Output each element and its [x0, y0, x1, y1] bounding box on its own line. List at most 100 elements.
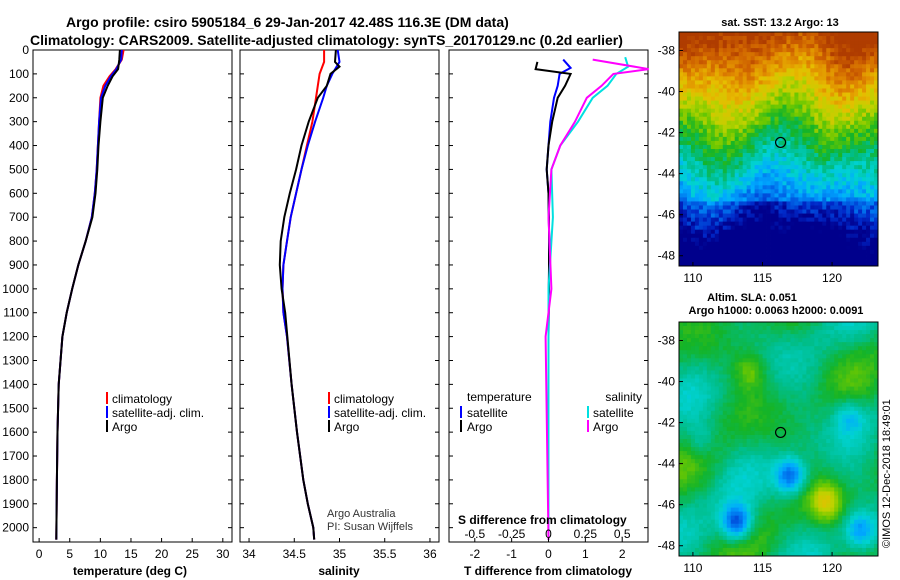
- map-cell: [762, 205, 767, 210]
- map-cell: [842, 261, 847, 267]
- map-cell: [726, 253, 732, 259]
- map-cell: [706, 136, 712, 142]
- map-cell: [679, 132, 684, 138]
- map-cell: [862, 92, 867, 97]
- map-cell: [710, 394, 716, 400]
- map-cell: [698, 68, 704, 73]
- map-cell: [766, 398, 771, 404]
- map-cell: [734, 467, 740, 472]
- map-cell: [846, 60, 851, 65]
- map-cell: [814, 322, 819, 327]
- map-cell: [690, 245, 696, 251]
- map-cell: [790, 447, 795, 452]
- map-cell: [794, 32, 799, 37]
- map-cell: [738, 120, 744, 126]
- map-cell: [710, 181, 716, 186]
- map-cell: [714, 249, 720, 255]
- map-cell: [790, 221, 795, 227]
- map-cell: [770, 140, 775, 146]
- map-cell: [846, 463, 851, 468]
- map-cell: [706, 418, 712, 424]
- map-cell: [782, 366, 787, 371]
- map-cell: [778, 173, 783, 178]
- map-cell: [806, 430, 811, 436]
- map-cell: [742, 455, 748, 460]
- map-cell: [730, 153, 736, 158]
- map-cell: [846, 80, 851, 85]
- map-cell: [742, 44, 748, 49]
- map-cell: [818, 426, 823, 432]
- map-cell: [698, 96, 704, 101]
- map-cell: [790, 80, 795, 85]
- map-cell: [810, 80, 815, 85]
- map-cell: [742, 467, 748, 472]
- map-cell: [842, 237, 847, 243]
- map-cell: [694, 84, 700, 89]
- map-cell: [679, 451, 684, 456]
- map-cell: [770, 173, 775, 178]
- map-cell: [778, 44, 783, 49]
- map-cell: [866, 398, 871, 404]
- map-cell: [818, 92, 823, 97]
- map-cell: [762, 362, 767, 367]
- map-cell: [746, 56, 752, 61]
- map-cell: [838, 189, 843, 194]
- map-cell: [746, 140, 752, 146]
- map-cell: [706, 439, 712, 444]
- map-cell: [866, 362, 871, 367]
- map-cell: [862, 44, 867, 49]
- map-cell: [870, 124, 875, 130]
- map-cell: [854, 140, 859, 146]
- map-cell: [718, 394, 724, 400]
- map-cell: [679, 165, 684, 170]
- map-cell: [746, 48, 752, 53]
- map-cell: [858, 233, 863, 239]
- map-cell: [782, 257, 787, 263]
- x-tick-label: 34: [242, 547, 256, 561]
- map-cell: [826, 414, 831, 420]
- map-cell: [734, 374, 740, 379]
- map-cell: [834, 225, 839, 231]
- map-cell: [806, 88, 811, 93]
- map-cell: [838, 249, 843, 255]
- map-cell: [679, 76, 684, 81]
- map-cell: [782, 112, 787, 118]
- map-cell: [694, 354, 700, 359]
- map-cell: [870, 447, 875, 452]
- map-cell: [726, 124, 732, 130]
- map-cell: [746, 205, 752, 210]
- map-cell: [790, 124, 795, 130]
- map-cell: [802, 374, 807, 379]
- map-cell: [798, 161, 803, 166]
- map-cell: [698, 193, 704, 198]
- map-cell: [862, 120, 867, 126]
- map-cell: [766, 249, 771, 255]
- map-cell: [682, 253, 688, 259]
- map-cell: [726, 201, 732, 206]
- map-cell: [818, 161, 823, 166]
- map-cell: [746, 430, 752, 436]
- map-cell: [850, 181, 855, 186]
- map-cell: [874, 346, 879, 351]
- map-cell: [730, 96, 736, 101]
- map-cell: [854, 132, 859, 138]
- map-cell: [679, 350, 684, 355]
- map-cell: [866, 197, 871, 202]
- map-cell: [806, 249, 811, 255]
- map-cell: [850, 136, 855, 142]
- map-cell: [726, 96, 732, 101]
- map-cell: [810, 463, 815, 468]
- map-cell: [778, 414, 783, 420]
- map-cell: [798, 213, 803, 218]
- map-cell: [694, 447, 700, 452]
- map-cell: [770, 221, 775, 227]
- map-cell: [698, 213, 704, 218]
- map-cell: [842, 386, 847, 391]
- map-cell: [698, 60, 704, 65]
- map-cell: [698, 173, 704, 178]
- map-cell: [679, 257, 684, 263]
- map-cell: [790, 169, 795, 174]
- map-cell: [726, 128, 732, 134]
- map-cell: [766, 40, 771, 45]
- map-cell: [826, 338, 831, 343]
